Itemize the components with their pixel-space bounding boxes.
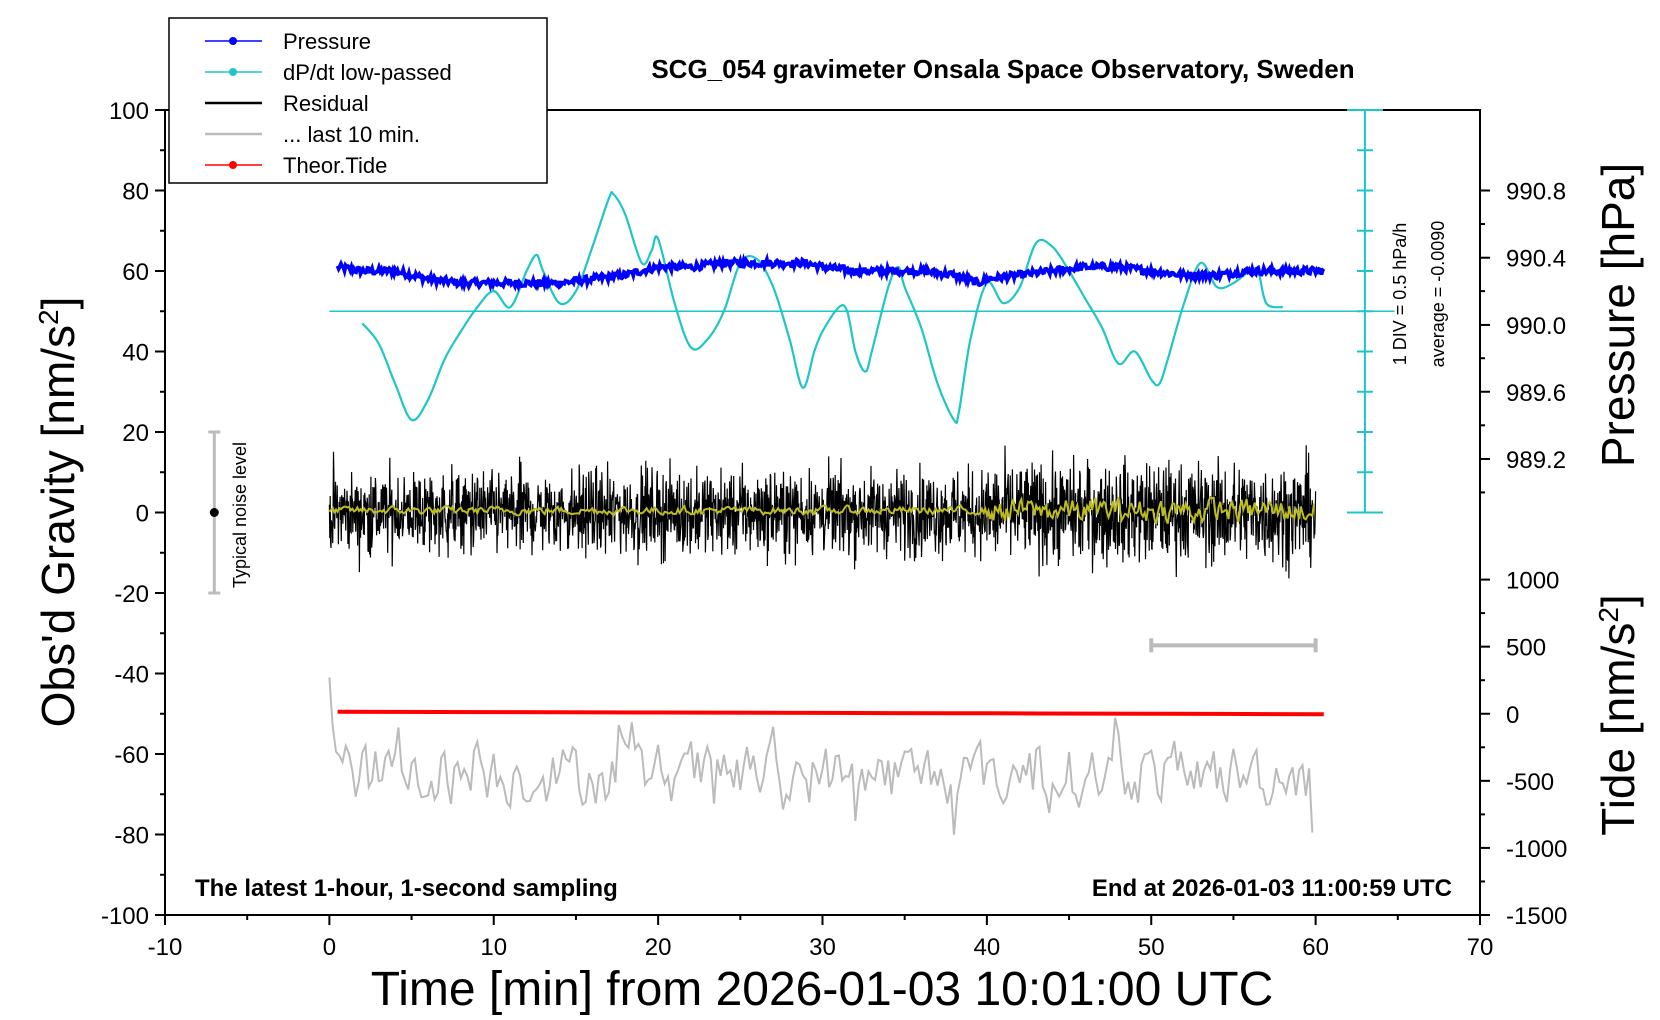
- x-tick-label: 50: [1138, 934, 1165, 961]
- legend-label: Pressure: [283, 29, 371, 54]
- tide-tick-label: -1500: [1506, 903, 1567, 930]
- left-tick-label: -80: [114, 823, 149, 850]
- left-tick-label: 0: [136, 501, 149, 528]
- legend-label: Theor.Tide: [283, 153, 387, 178]
- left-tick-label: -60: [114, 742, 149, 769]
- left-tick-label: 20: [122, 420, 149, 447]
- legend-box: [168, 17, 548, 184]
- legend-marker: [229, 37, 237, 45]
- pressure-tick-label: 989.6: [1506, 380, 1566, 407]
- legend: Pressure dP/dt low-passed Residual ... last…: [168, 17, 548, 184]
- scale-bar-label-1: 1 DIV = 0.5 hPa/h: [1390, 223, 1410, 366]
- noise-level-bar: [208, 430, 221, 595]
- tide-tick-label: -1000: [1506, 836, 1567, 863]
- left-tick-label: 60: [122, 259, 149, 286]
- left-axis-label: Obs'd Gravity [nm/s2]: [32, 297, 84, 728]
- x-tick-label: 40: [974, 934, 1001, 961]
- tide-tick-label: 0: [1506, 702, 1519, 729]
- scale-bar-label-2: average = -0.0090: [1428, 221, 1448, 368]
- x-tick-label: 10: [480, 934, 507, 961]
- residual-smoothed-series: [328, 496, 1315, 526]
- chart-title: SCG_054 gravimeter Onsala Space Observat…: [651, 54, 1354, 84]
- x-axis-ticks: -10 0 10 20 30 40 50 60 70: [148, 915, 1494, 961]
- legend-item: Residual: [205, 91, 369, 116]
- x-tick-label: 20: [645, 934, 672, 961]
- x-tick-label: -10: [148, 934, 183, 961]
- legend-marker: [229, 161, 237, 169]
- axis-ticks: -100 -80 -60 -40 -20 0 20 40 60 80 100: [101, 98, 165, 930]
- noise-bar-center-dot: [209, 508, 219, 517]
- pressure-tick-label: 990.8: [1506, 179, 1566, 206]
- pressure-tick-label: 990.4: [1506, 246, 1566, 273]
- pressure-tick-label: 989.2: [1506, 447, 1566, 474]
- right-axis-ticks: 990.8 990.4 990.0 989.6 989.2 1000 500 0 -500 -10…: [1480, 179, 1567, 930]
- legend-item: dP/dt low-passed: [205, 60, 452, 85]
- noise-level-label: Typical noise level: [230, 442, 250, 588]
- tide-tick-label: 500: [1506, 635, 1546, 662]
- left-tick-label: -40: [114, 662, 149, 689]
- last-10-min-bar: [1149, 638, 1318, 653]
- legend-label: ... last 10 min.: [283, 122, 420, 147]
- left-tick-label: 100: [109, 98, 149, 125]
- legend-item: Pressure: [205, 29, 371, 54]
- legend-marker: [229, 68, 237, 76]
- dpdt-series: [361, 191, 1284, 425]
- left-tick-label: -100: [101, 903, 149, 930]
- left-tick-label: -20: [114, 581, 149, 608]
- left-tick-label: 80: [122, 179, 149, 206]
- last-10-min-series: [328, 677, 1314, 835]
- x-axis-label: Time [min] from 2026-01-03 10:01:00 UTC: [371, 963, 1274, 1016]
- residual-series: [328, 445, 1317, 579]
- x-tick-label: 30: [809, 934, 836, 961]
- legend-label: Residual: [283, 91, 369, 116]
- left-tick-label: 40: [122, 340, 149, 367]
- bottom-right-note: End at 2026-01-03 11:00:59 UTC: [1092, 875, 1452, 902]
- tide-tick-label: 1000: [1506, 568, 1559, 595]
- tide-tick-label: -500: [1506, 769, 1554, 796]
- legend-item: Theor.Tide: [205, 153, 387, 178]
- pressure-axis-label: Pressure [hPa]: [1592, 163, 1644, 467]
- legend-label: dP/dt low-passed: [283, 60, 452, 85]
- pressure-tick-label: 990.0: [1506, 313, 1566, 340]
- dpdt-scale-bar: [329, 109, 1395, 514]
- pressure-series: [335, 252, 1326, 293]
- x-tick-label: 70: [1467, 934, 1494, 961]
- x-tick-label: 0: [323, 934, 336, 961]
- bottom-left-note: The latest 1-hour, 1-second sampling: [195, 875, 618, 902]
- tide-axis-label: Tide [nm/s2]: [1592, 594, 1644, 835]
- legend-item: ... last 10 min.: [205, 122, 420, 147]
- x-tick-label: 60: [1302, 934, 1329, 961]
- tide-series: [337, 709, 1324, 717]
